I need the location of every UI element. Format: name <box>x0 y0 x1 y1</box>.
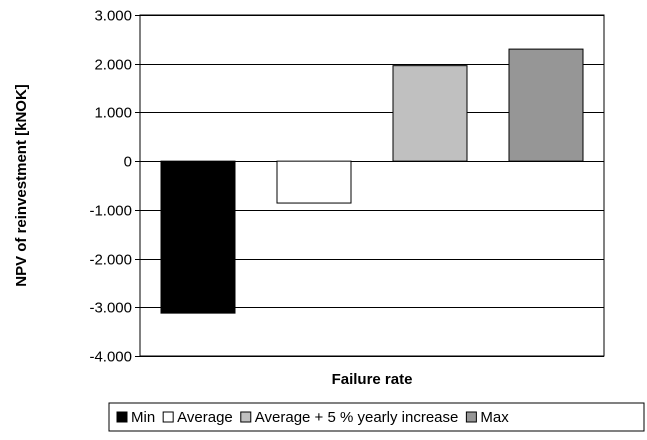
y-tick-label: 2.000 <box>94 57 132 74</box>
y-tick-label: -2.000 <box>89 252 132 269</box>
y-tick-label: -1.000 <box>89 203 132 220</box>
bars <box>160 48 584 314</box>
y-tick-label: 1.000 <box>94 105 132 122</box>
y-tick-label: -4.000 <box>89 349 132 366</box>
legend-box <box>108 402 645 432</box>
legend-swatch <box>162 411 174 423</box>
legend-swatch <box>240 411 252 423</box>
legend: Min Average Average + 5 % yearly increase M… <box>108 402 645 432</box>
y-axis-title: NPV of reinvestment [kNOK] <box>13 84 30 287</box>
legend-swatch <box>116 411 128 423</box>
bar-max <box>508 48 584 162</box>
legend-label: Max <box>480 409 509 426</box>
y-tick-label: 3.000 <box>94 8 132 25</box>
legend-label: Average + 5 % yearly increase <box>255 409 459 426</box>
legend-label: Average <box>177 409 233 426</box>
legend-label: Min <box>131 409 155 426</box>
x-axis-title: Failure rate <box>332 371 413 388</box>
y-axis: 3.000 2.000 1.000 0 -1.000 -2.000 -3.000 -4.000 <box>89 8 140 366</box>
bar-average-5-yearly-increase <box>392 65 468 162</box>
legend-swatch <box>465 411 477 423</box>
y-tick-label: -3.000 <box>89 300 132 317</box>
plot-area <box>139 14 605 357</box>
bar-min <box>160 160 236 314</box>
bar-average <box>276 160 352 204</box>
y-tick-label: 0 <box>124 154 132 171</box>
